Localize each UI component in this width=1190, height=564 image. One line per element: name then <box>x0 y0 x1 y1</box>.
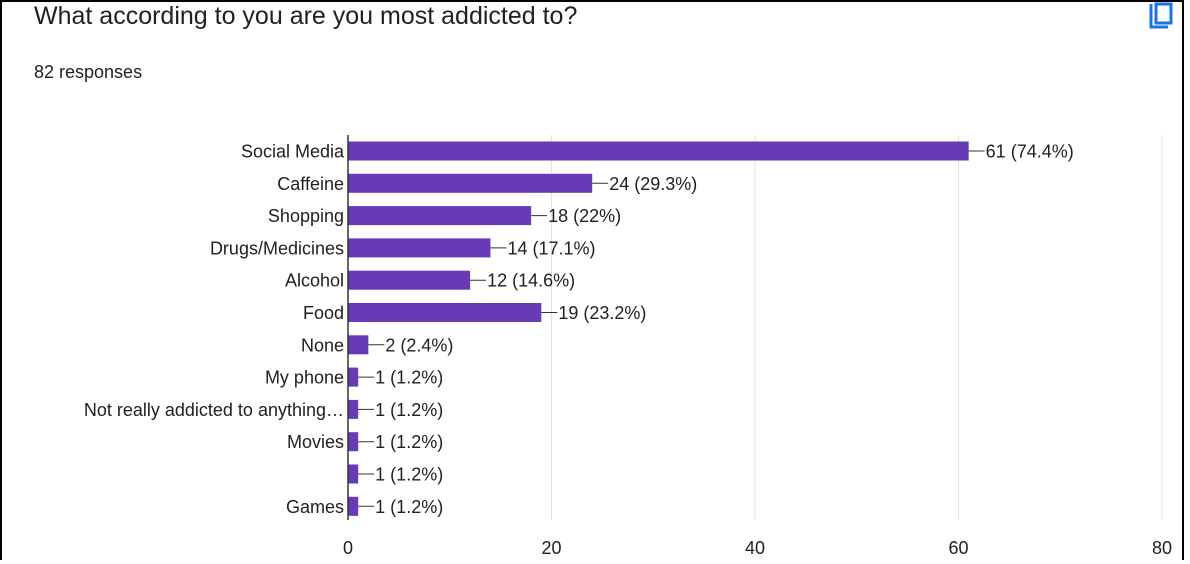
category-label: Games <box>286 497 344 517</box>
category-label: None <box>301 335 344 355</box>
category-label: My phone <box>265 368 344 388</box>
bar <box>348 303 542 322</box>
category-label: Social Media <box>241 142 345 162</box>
data-label: 1 (1.2%) <box>375 465 443 485</box>
data-label: 12 (14.6%) <box>487 271 575 291</box>
bar <box>348 432 359 452</box>
copy-chart-icon <box>1149 2 1173 29</box>
data-label: 24 (29.3%) <box>609 174 697 194</box>
category-label: Drugs/Medicines <box>210 238 344 258</box>
bar <box>348 238 491 258</box>
bar <box>348 335 369 355</box>
bar <box>348 173 593 193</box>
x-tick-label: 80 <box>1152 538 1172 558</box>
data-label: 61 (74.4%) <box>986 142 1074 162</box>
bar <box>348 464 359 484</box>
data-label: 2 (2.4%) <box>385 335 453 355</box>
x-tick-label: 20 <box>541 538 561 558</box>
bar <box>348 141 969 161</box>
response-count: 82 responses <box>34 62 143 82</box>
bar <box>348 206 532 226</box>
copy-chart-button[interactable] <box>1148 2 1174 36</box>
category-label: Food <box>303 303 344 323</box>
category-label: Movies <box>287 432 344 452</box>
category-label: Shopping <box>268 206 344 226</box>
x-tick-label: 60 <box>948 538 968 558</box>
x-tick-label: 0 <box>343 538 353 558</box>
data-label: 1 (1.2%) <box>375 400 443 420</box>
bar <box>348 399 359 419</box>
data-label: 1 (1.2%) <box>375 432 443 452</box>
bar <box>348 367 359 387</box>
data-label: 19 (23.2%) <box>558 303 646 323</box>
category-label: Alcohol <box>285 271 344 291</box>
question-title: What according to you are you most addic… <box>34 2 578 30</box>
bar <box>348 496 359 516</box>
x-tick-label: 40 <box>745 538 765 558</box>
data-label: 1 (1.2%) <box>375 497 443 517</box>
category-label: Caffeine <box>277 174 344 194</box>
data-label: 1 (1.2%) <box>375 368 443 388</box>
data-label: 14 (17.1%) <box>507 238 595 258</box>
category-label: Not really addicted to anything… <box>84 400 344 420</box>
bar <box>348 270 471 290</box>
data-label: 18 (22%) <box>548 206 621 226</box>
